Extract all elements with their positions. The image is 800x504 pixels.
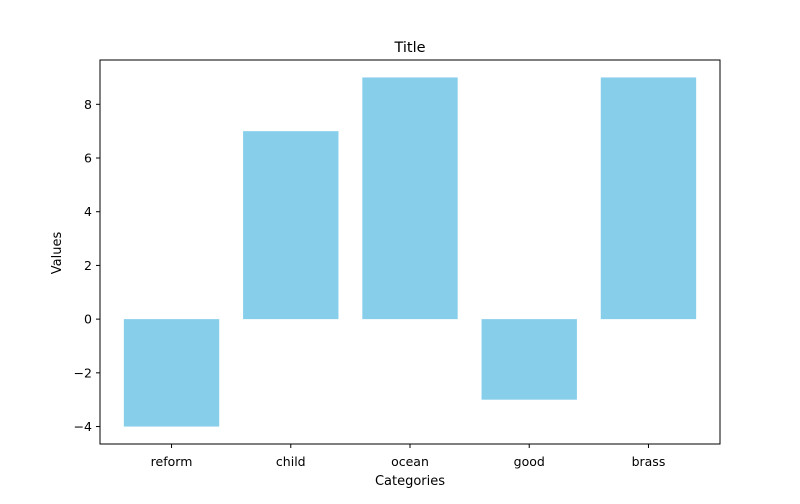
bar-ocean <box>362 77 458 320</box>
y-tick-label: 8 <box>84 97 92 112</box>
x-axis: reform child ocean good brass <box>151 444 666 469</box>
y-tick-label: 0 <box>84 312 92 327</box>
bar-good <box>481 319 577 400</box>
y-axis: −4 −2 0 2 4 6 8 <box>74 97 100 434</box>
bar-reform <box>123 319 220 427</box>
x-tick-label: brass <box>632 454 666 469</box>
y-tick-label: −2 <box>74 365 92 380</box>
chart-title: Title <box>393 40 425 56</box>
x-tick-label: reform <box>151 454 193 469</box>
y-axis-label: Values <box>50 232 65 275</box>
bar-brass <box>600 77 697 320</box>
x-tick-label: good <box>514 454 545 469</box>
x-tick-label: ocean <box>391 454 429 469</box>
bars-layer <box>123 77 697 427</box>
x-axis-label: Categories <box>375 474 445 489</box>
y-tick-label: 2 <box>84 258 92 273</box>
bar-child <box>243 131 339 320</box>
y-tick-label: 4 <box>84 204 92 219</box>
y-tick-label: −4 <box>74 419 92 434</box>
x-tick-label: child <box>276 454 306 469</box>
y-tick-label: 6 <box>84 151 92 166</box>
